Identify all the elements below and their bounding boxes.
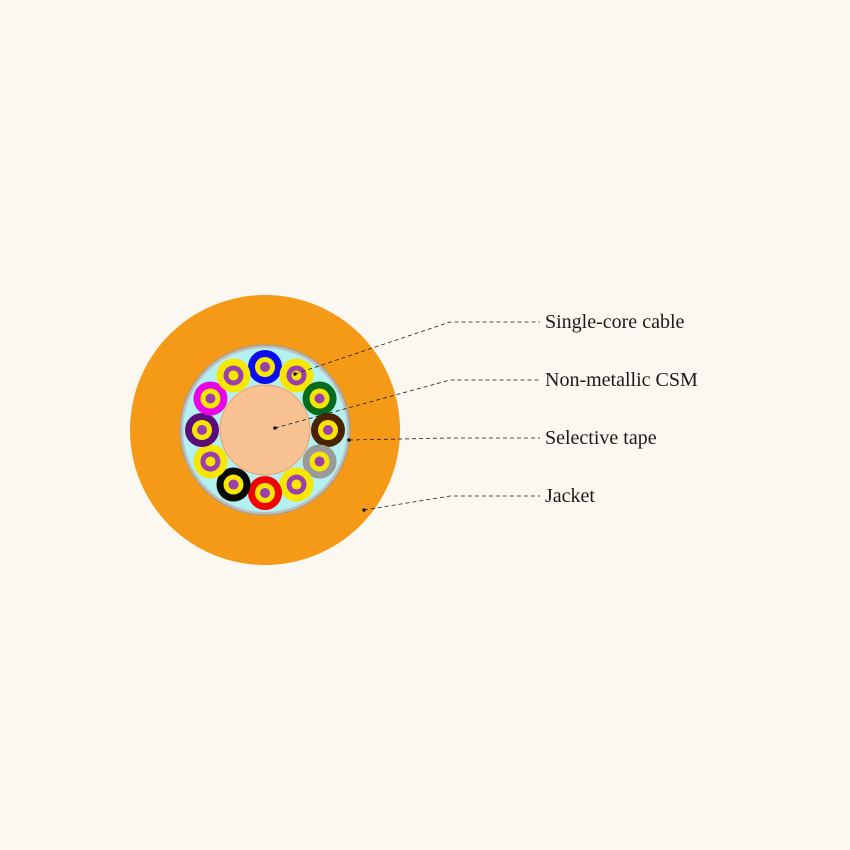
non-metallic-csm (220, 385, 310, 475)
leader-dot-icon (362, 508, 366, 512)
single-core-cable (217, 358, 251, 392)
single-core-cable (248, 476, 282, 510)
diagram-label: Single-core cable (545, 311, 684, 333)
diagram-label: Jacket (545, 485, 595, 507)
single-core-cable (193, 445, 227, 479)
single-core-cable (248, 350, 282, 384)
single-core-cable (311, 413, 345, 447)
diagram-label: Selective tape (545, 427, 657, 449)
single-core-cable (185, 413, 219, 447)
single-core-cable (303, 382, 337, 416)
leader-dot-icon (347, 438, 351, 442)
leader-dot-icon (293, 372, 297, 376)
diagram-label: Non-metallic CSM (545, 369, 698, 391)
single-core-cable (280, 468, 314, 502)
leader-dot-icon (273, 426, 277, 430)
leader-line (364, 496, 540, 510)
cable-cross-section-diagram: Single-core cable Non-metallic CSM Selecti… (0, 0, 850, 850)
